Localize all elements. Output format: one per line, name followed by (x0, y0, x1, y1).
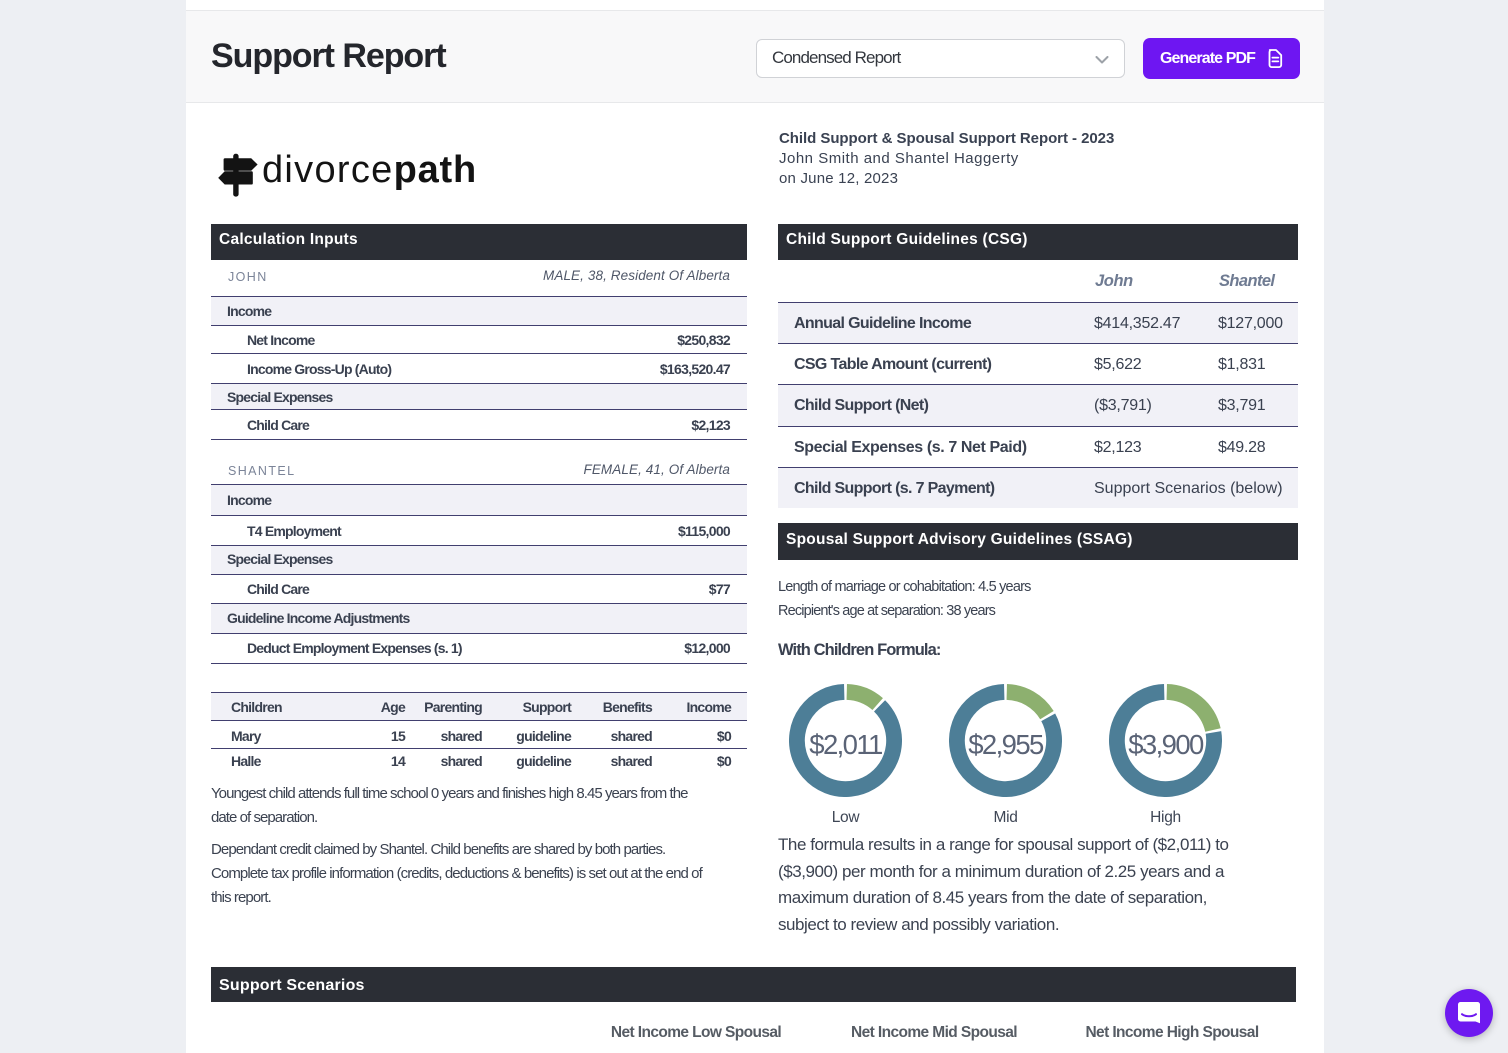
svg-text:$3,900: $3,900 (1128, 729, 1204, 760)
svg-text:$2,955: $2,955 (968, 729, 1044, 760)
svg-text:$2,011: $2,011 (809, 729, 882, 760)
